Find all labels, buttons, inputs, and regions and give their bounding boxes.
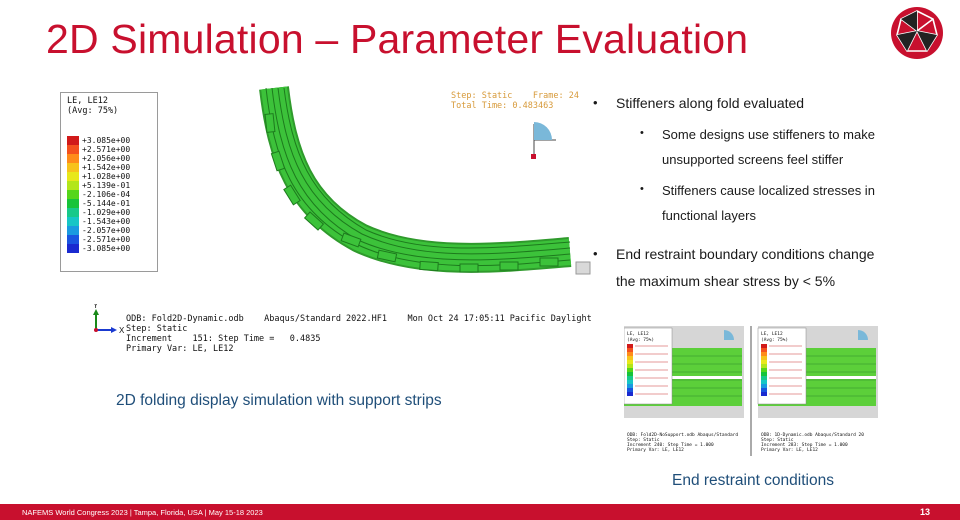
svg-text:ODB: Fold2D-NoSupport.odb A: ODB: Fold2D-NoSupport.odb Abaqus/Standar… [627,432,738,438]
legend-row: -2.571e+00 [67,235,130,244]
legend-swatch [67,235,79,244]
legend-value: +5.139e-01 [82,181,131,190]
legend-row: +5.139e-01 [67,181,130,190]
bullet-dot: • [593,95,598,110]
legend-row: -5.144e-01 [67,199,130,208]
nafems-logo-icon [891,7,943,59]
legend-swatch [67,154,79,163]
bullet-2-line2: the maximum shear stress by < 5% [616,273,836,289]
sub-bullet-1-line2: unsupported screens feel stiffer [662,152,844,167]
legend-swatch [67,208,79,217]
legend-swatch [67,163,79,172]
svg-text:Increment 283: Step Time =: Increment 283: Step Time = 1.000 [761,442,848,448]
bullet-2-line1: End restraint boundary conditions change [616,246,875,262]
svg-text:Step: Static: Step: Static [627,437,660,443]
svg-text:X: X [119,326,125,335]
legend-swatch [67,145,79,154]
legend-swatch [67,199,79,208]
legend-swatch [67,244,79,253]
legend-value: -2.057e+00 [82,226,131,235]
legend-value: -2.106e-04 [82,190,131,199]
legend-row: +3.085e+00 [67,136,130,145]
contour-legend: LE, LE12 (Avg: 75%) +3.085e+00 +2.571e+00… [60,92,158,272]
bullet-1: Stiffeners along fold evaluated [616,95,805,111]
svg-text:(Avg: 75%): (Avg: 75%) [761,337,788,343]
legend-value: -5.144e-01 [82,199,131,208]
step-frame-readout: Step: Static Frame: 24 Total Time: 0.483… [451,91,579,111]
odb-info: ODB: Fold2D-Dynamic.odb Abaqus/Standard … [126,314,592,354]
xyz-axes-icon: Y X [93,304,125,335]
sub-bullet-1-line1: Some designs use stiffeners to make [662,127,875,142]
right-caption: End restraint conditions [672,472,834,489]
svg-text:ODB: 1D-Dynamic.odb Abaqus/: ODB: 1D-Dynamic.odb Abaqus/Standard 20 [761,432,864,438]
slide-title: 2D Simulation – Parameter Evaluation [46,16,749,62]
end-restraint-images: LE, LE12 (Avg: 75%) ODB: Fold2D-NoSuppor… [623,326,878,456]
legend-value: +1.542e+00 [82,163,131,172]
footer-bar [0,504,960,520]
page-number: 13 [920,507,931,517]
legend-swatch [67,226,79,235]
bullet-dot: • [593,246,598,261]
legend-swatch [67,136,79,145]
svg-text:Y: Y [93,304,99,310]
sub-bullet-dot: • [640,183,644,195]
legend-value: -3.085e+00 [82,244,131,253]
legend-row: -2.057e+00 [67,226,130,235]
legend-swatch [67,217,79,226]
svg-text:LE, LE12: LE, LE12 [627,331,649,337]
legend-value: +3.085e+00 [82,136,131,145]
svg-text:(Avg: 75%): (Avg: 75%) [627,337,654,343]
legend-row: -2.106e-04 [67,190,130,199]
legend-row: -1.029e+00 [67,208,130,217]
svg-text:Step: Static: Step: Static [761,437,794,443]
legend-swatch [67,181,79,190]
fold-mesh [259,86,591,275]
left-caption: 2D folding display simulation with suppo… [116,392,442,409]
legend-swatch [67,172,79,181]
legend-row: -1.543e+00 [67,217,130,226]
sub-bullet-dot: • [640,127,644,139]
legend-value: +2.056e+00 [82,154,131,163]
legend-row: -3.085e+00 [67,244,130,253]
legend-header: LE, LE12 (Avg: 75%) [67,96,119,116]
fold-simulation-image: LE, LE12 (Avg: 75%) +3.085e+00 +2.571e+00… [60,86,592,368]
legend-value: -1.029e+00 [82,208,131,217]
legend-value: -2.571e+00 [82,235,131,244]
legend-value: +1.028e+00 [82,172,131,181]
legend-swatch [67,190,79,199]
svg-text:Increment 240: Step Time =: Increment 240: Step Time = 1.000 [627,442,714,448]
legend-rows: +3.085e+00 +2.571e+00 +2.056e+00 +1.542e+00… [67,136,130,253]
legend-row: +1.542e+00 [67,163,130,172]
legend-value: -1.543e+00 [82,217,131,226]
view-triad-icon [531,122,556,159]
sub-bullet-2-line2: functional layers [662,208,756,223]
end-restraint-figures: LE, LE12 (Avg: 75%) ODB: Fold2D-NoSuppor… [623,326,878,456]
svg-text:Primary Var: LE, LE12: Primary Var: LE, LE12 [627,447,684,453]
legend-row: +2.571e+00 [67,145,130,154]
sub-bullet-2-line1: Stiffeners cause localized stresses in [662,183,875,198]
footer-text: NAFEMS World Congress 2023 | Tampa, Flor… [22,508,263,517]
legend-row: +1.028e+00 [67,172,130,181]
svg-text:Primary Var: LE, LE12: Primary Var: LE, LE12 [761,447,818,453]
legend-row: +2.056e+00 [67,154,130,163]
svg-text:LE, LE12: LE, LE12 [761,331,783,337]
legend-value: +2.571e+00 [82,145,131,154]
